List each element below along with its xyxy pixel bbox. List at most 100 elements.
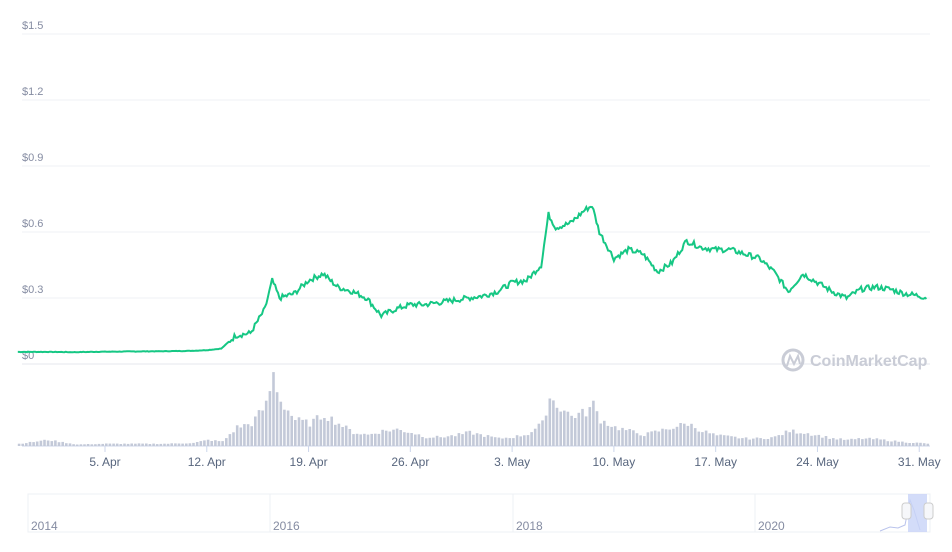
volume-bar xyxy=(152,443,155,446)
volume-bar xyxy=(563,410,566,446)
volume-bar xyxy=(693,428,697,446)
volume-bar xyxy=(283,409,286,446)
volume-bar xyxy=(639,435,642,446)
volume-bar xyxy=(235,425,239,446)
volume-bar xyxy=(32,442,35,446)
volume-bar xyxy=(584,416,588,446)
volume-bar xyxy=(704,430,708,446)
volume-bar xyxy=(101,443,104,446)
volume-bar xyxy=(581,408,584,446)
navigator[interactable]: 2014 2016 2018 2020 xyxy=(27,493,934,533)
volume-bar xyxy=(257,410,261,446)
volume-bar xyxy=(68,443,72,446)
volume-bar xyxy=(613,426,617,446)
volume-bar xyxy=(537,423,541,446)
volume-bar xyxy=(97,443,101,446)
volume-bar xyxy=(795,433,799,446)
volume-bar xyxy=(268,391,272,446)
volume-bar xyxy=(919,442,922,446)
volume-bar xyxy=(330,416,333,446)
volume-bar xyxy=(439,437,442,446)
volume-bar xyxy=(392,429,395,446)
volume-bar xyxy=(254,416,257,446)
volume-bar xyxy=(868,437,871,446)
volume-bar xyxy=(61,441,64,446)
y-tick-label: $0.9 xyxy=(22,152,43,164)
volume-bar xyxy=(123,443,126,446)
y-tick-label: $0.6 xyxy=(22,218,43,230)
volume-bar xyxy=(443,437,446,446)
volume-bar xyxy=(741,438,744,446)
volume-bar xyxy=(599,423,602,446)
volume-bar xyxy=(43,439,46,446)
volume-bar xyxy=(155,444,159,446)
volume-bar xyxy=(668,429,671,446)
volume-bar xyxy=(832,438,835,446)
volume-bar xyxy=(377,433,381,446)
volume-bar xyxy=(239,427,243,446)
y-tick-label: $0 xyxy=(22,350,34,362)
volume-bar xyxy=(112,443,115,446)
volume-bar xyxy=(221,441,224,446)
volume-bar xyxy=(414,434,417,446)
volume-bar xyxy=(864,438,868,446)
volume-bar xyxy=(206,439,210,446)
volume-bar xyxy=(417,434,421,446)
volume-bar xyxy=(475,433,479,446)
volume-bar xyxy=(137,443,141,446)
volume-bar xyxy=(788,432,791,446)
y-tick-label: $1.5 xyxy=(22,20,43,32)
volume-bar xyxy=(57,442,61,446)
volume-bar xyxy=(421,437,424,446)
watermark-text: CoinMarketCap xyxy=(810,353,928,370)
navigator-selection[interactable] xyxy=(908,494,927,532)
x-tick-label: 3. May xyxy=(494,455,530,469)
volume-bar xyxy=(145,443,148,446)
volume-bar xyxy=(650,431,653,446)
volume-bar xyxy=(744,437,748,446)
navigator-year: 2016 xyxy=(273,519,300,533)
volume-bar xyxy=(893,440,897,446)
volume-bar xyxy=(344,425,348,446)
volume-bar xyxy=(544,415,548,446)
volume-bar xyxy=(217,441,221,446)
volume-bar xyxy=(792,429,795,446)
volume-bar xyxy=(813,435,817,446)
volume-bar xyxy=(232,432,235,446)
volume-bar xyxy=(875,438,879,446)
volume-bar xyxy=(192,442,195,446)
volume-bar xyxy=(759,438,762,446)
volume-bar xyxy=(54,440,57,446)
volume-bar xyxy=(203,440,206,446)
volume-bar xyxy=(337,423,341,446)
navigator-handle-right[interactable] xyxy=(923,502,934,520)
volume-bar xyxy=(174,443,177,446)
volume-bar xyxy=(435,435,439,446)
volume-bar xyxy=(479,434,482,446)
volume-bar xyxy=(359,434,362,446)
volume-bar xyxy=(890,441,893,446)
volume-bar xyxy=(148,444,152,446)
volume-bar xyxy=(225,438,228,446)
navigator-handle-left[interactable] xyxy=(901,502,912,520)
volume-bar xyxy=(381,429,384,446)
volume-bar xyxy=(403,432,406,446)
volume-bar xyxy=(90,444,94,446)
volume-bar xyxy=(802,433,806,446)
volume-bar xyxy=(195,442,199,446)
volume-bar xyxy=(657,431,661,446)
volume-bar xyxy=(86,444,90,446)
volume-bar xyxy=(246,424,250,446)
volume-bar xyxy=(272,372,275,446)
volume-bar xyxy=(592,400,595,446)
volume-bar xyxy=(748,439,751,446)
volume-bar xyxy=(326,421,330,446)
volume-bar xyxy=(835,439,839,446)
volume-bar xyxy=(777,435,781,446)
volume-bar xyxy=(46,440,50,446)
volume-bar xyxy=(17,443,21,446)
volume-bar xyxy=(926,443,930,446)
volume-bar xyxy=(370,433,373,446)
volume-bar xyxy=(646,432,650,446)
volume-bar xyxy=(355,433,359,446)
